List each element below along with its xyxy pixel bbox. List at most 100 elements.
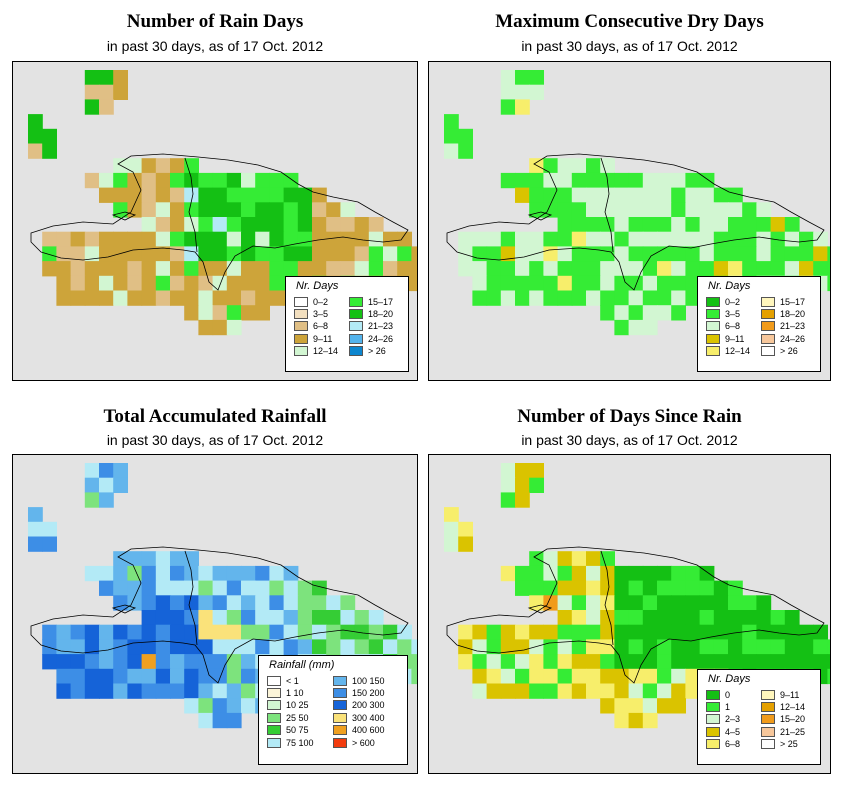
grid-cell bbox=[543, 654, 559, 670]
legend-label: 12–14 bbox=[725, 346, 751, 357]
grid-cell bbox=[486, 683, 502, 699]
grid-cell bbox=[141, 595, 157, 611]
grid-cell bbox=[600, 551, 615, 567]
grid-cell bbox=[155, 158, 171, 174]
grid-cell bbox=[255, 231, 270, 247]
grid-cell bbox=[515, 290, 530, 306]
grid-cell bbox=[614, 290, 630, 306]
grid-cell bbox=[241, 654, 256, 670]
grid-cell bbox=[671, 217, 686, 233]
panel-rain-days: Number of Rain Days in past 30 days, as … bbox=[12, 0, 418, 385]
legend-item: 25 50 bbox=[267, 712, 314, 724]
grid-cell bbox=[813, 654, 828, 670]
grid-cell bbox=[500, 565, 516, 582]
grid-cell bbox=[170, 580, 185, 596]
grid-cell bbox=[600, 654, 615, 670]
legend-item: 21–23 bbox=[349, 321, 393, 333]
grid-cell bbox=[226, 172, 242, 189]
grid-cell bbox=[685, 654, 701, 670]
grid-cell bbox=[685, 683, 701, 699]
grid-cell bbox=[84, 275, 100, 292]
grid-cell bbox=[543, 187, 559, 203]
grid-cell bbox=[586, 565, 601, 582]
grid-cell bbox=[628, 217, 644, 233]
grid-cell bbox=[99, 668, 114, 685]
legend-item: 50 75 bbox=[267, 725, 314, 737]
legend-label: 21–23 bbox=[780, 321, 806, 332]
grid-cell bbox=[614, 231, 630, 247]
grid-cell bbox=[141, 624, 157, 640]
grid-cell bbox=[827, 639, 830, 655]
grid-cell bbox=[671, 290, 686, 306]
legend-label: 300 400 bbox=[352, 712, 385, 723]
grid-cell bbox=[799, 654, 814, 670]
grid-cell bbox=[326, 610, 341, 626]
grid-cell bbox=[600, 246, 615, 262]
grid-cell bbox=[269, 217, 285, 233]
legend-label: > 25 bbox=[780, 739, 798, 750]
map-legend: Nr. Days 0–2 3–5 6–8 9–11 12–14 15–17 18… bbox=[697, 276, 821, 372]
legend-swatch bbox=[294, 321, 308, 332]
grid-cell bbox=[84, 668, 100, 685]
grid-cell bbox=[212, 565, 228, 582]
grid-cell bbox=[628, 610, 644, 626]
grid-cell bbox=[571, 275, 587, 292]
grid-cell bbox=[56, 261, 72, 277]
grid-cell bbox=[255, 217, 270, 233]
grid-cell bbox=[226, 275, 242, 292]
grid-cell bbox=[713, 610, 729, 626]
grid-cell bbox=[226, 202, 242, 218]
map-legend: Nr. Days 0 1 2–3 4–5 6–8 9–11 12–14 15–2… bbox=[697, 669, 821, 765]
grid-cell bbox=[170, 187, 185, 203]
grid-cell bbox=[628, 261, 644, 277]
grid-cell bbox=[141, 217, 157, 233]
grid-cell bbox=[486, 624, 502, 640]
grid-cell bbox=[170, 551, 185, 567]
grid-cell bbox=[141, 246, 157, 262]
grid-cell bbox=[557, 202, 573, 218]
grid-cell bbox=[472, 639, 488, 655]
grid-cell bbox=[212, 246, 228, 262]
grid-cell bbox=[728, 639, 743, 655]
grid-cell bbox=[699, 654, 715, 670]
grid-cell bbox=[628, 683, 644, 699]
grid-cell bbox=[184, 261, 199, 277]
legend-label: 15–17 bbox=[780, 296, 806, 307]
grid-cell bbox=[685, 610, 701, 626]
grid-cell bbox=[586, 580, 601, 596]
grid-cell bbox=[312, 202, 327, 218]
grid-cell bbox=[515, 668, 530, 685]
grid-cell bbox=[184, 624, 199, 640]
grid-cell bbox=[586, 610, 601, 626]
grid-cell bbox=[444, 536, 459, 552]
legend-swatch bbox=[267, 737, 281, 748]
grid-cell bbox=[557, 595, 573, 611]
legend-item: 15–17 bbox=[761, 296, 805, 308]
grid-cell bbox=[600, 290, 615, 306]
grid-cell bbox=[226, 217, 242, 233]
grid-cell bbox=[614, 217, 630, 233]
grid-cell bbox=[184, 202, 199, 218]
grid-cell bbox=[742, 639, 757, 655]
grid-cell bbox=[70, 290, 86, 306]
grid-cell bbox=[255, 187, 270, 203]
panel-total-rainfall: Total Accumulated Rainfall in past 30 da… bbox=[12, 395, 418, 780]
grid-cell bbox=[699, 261, 715, 277]
grid-cell bbox=[742, 654, 757, 670]
grid-cell bbox=[56, 246, 72, 262]
border-line bbox=[184, 550, 198, 646]
grid-cell bbox=[784, 610, 800, 626]
legend-title: Rainfall (mm) bbox=[269, 659, 335, 671]
grid-cell bbox=[458, 536, 473, 552]
grid-cell bbox=[226, 565, 242, 582]
grid-cell bbox=[141, 202, 157, 218]
grid-cell bbox=[255, 639, 270, 655]
grid-cell bbox=[198, 290, 214, 306]
grid-cell bbox=[326, 261, 341, 277]
grid-cell bbox=[586, 246, 601, 262]
legend-item: 21–23 bbox=[761, 321, 805, 333]
grid-cell bbox=[799, 246, 814, 262]
grid-cell bbox=[255, 610, 270, 626]
grid-cell bbox=[628, 172, 644, 189]
grid-cell bbox=[642, 202, 658, 218]
